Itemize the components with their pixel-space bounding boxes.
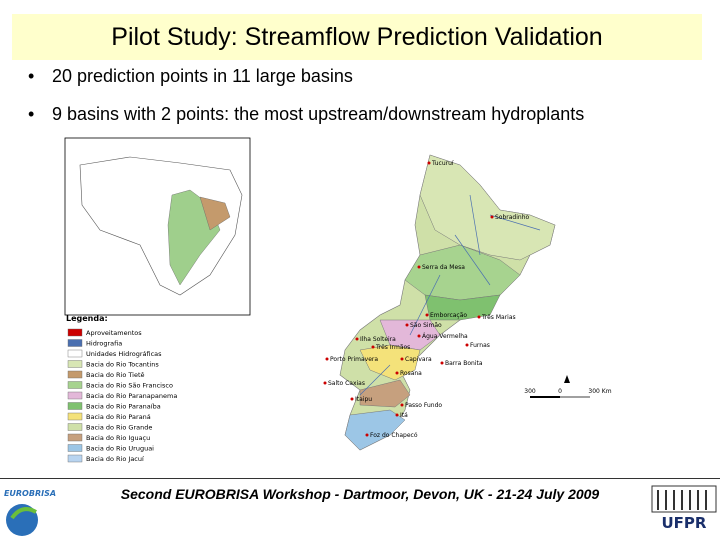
place-label: Emborcação bbox=[430, 312, 467, 319]
legend-swatch bbox=[67, 339, 83, 347]
legend-label: Bacia do Rio São Francisco bbox=[86, 382, 173, 390]
legend-label: Bacia do Rio Iguaçu bbox=[86, 434, 150, 442]
place-label: Serra da Mesa bbox=[422, 264, 465, 271]
place-marker bbox=[365, 433, 369, 437]
place-label: Três Irmãos bbox=[375, 344, 410, 351]
bullet: • 9 basins with 2 points: the most upstre… bbox=[28, 104, 585, 124]
legend-label: Bacia do Rio Jacuí bbox=[86, 455, 144, 463]
basin bbox=[344, 409, 406, 451]
footer-rule bbox=[0, 478, 720, 479]
place-label: Tucuruí bbox=[431, 160, 454, 167]
legend-swatch bbox=[67, 412, 83, 421]
legend-label: Bacia do Rio Uruguai bbox=[86, 445, 154, 453]
logo-text: UFPR bbox=[662, 514, 707, 532]
place-label: Barra Bonita bbox=[445, 360, 483, 367]
place-label: Rosana bbox=[400, 370, 422, 377]
place-marker bbox=[371, 345, 375, 349]
legend-swatch bbox=[67, 349, 83, 358]
legend-swatch bbox=[67, 402, 83, 410]
place-label: Ilha Solteira bbox=[360, 336, 396, 343]
place-label: Itaipu bbox=[355, 396, 372, 403]
legend-swatch bbox=[67, 381, 83, 389]
place-marker bbox=[417, 265, 421, 269]
legend-swatch bbox=[67, 360, 83, 368]
logo-columns bbox=[657, 490, 707, 510]
legend-swatch bbox=[67, 444, 83, 452]
legend-label: Bacia do Rio Tocantins bbox=[86, 361, 159, 369]
place-marker bbox=[465, 343, 469, 347]
place-labels: Tucuruí Sobradinho Serra da Mesa Emborcação… bbox=[323, 160, 530, 439]
legend-label: Hidrografia bbox=[86, 340, 122, 348]
legend-label: Bacia do Rio Paranaíba bbox=[86, 403, 161, 411]
place-marker bbox=[395, 413, 399, 417]
legend-label: Bacia do Rio Paranapanema bbox=[86, 392, 177, 400]
basin bbox=[419, 154, 556, 261]
place-marker bbox=[427, 161, 431, 165]
place-marker bbox=[355, 337, 359, 341]
legend-label: Aproveitamentos bbox=[86, 329, 142, 337]
river bbox=[359, 194, 541, 396]
place-label: Passo Fundo bbox=[405, 402, 442, 409]
legend-swatch bbox=[67, 391, 83, 400]
place-marker bbox=[440, 361, 444, 365]
place-label: Salto Caxias bbox=[328, 380, 365, 387]
place-marker bbox=[400, 357, 404, 361]
place-label: Três Marias bbox=[481, 314, 516, 321]
legend: Legenda: Aproveitamentos Hidrografia Unida… bbox=[66, 314, 177, 463]
scale-label: 300 Km bbox=[588, 388, 611, 395]
legend-label: Bacia do Rio Tietê bbox=[86, 371, 145, 379]
north-arrow bbox=[564, 375, 570, 383]
logo-right: UFPR bbox=[651, 485, 717, 532]
place-label: Foz do Chapecó bbox=[370, 432, 418, 439]
brazil-outline bbox=[79, 156, 243, 296]
legend-label: Bacia do Rio Paraná bbox=[86, 413, 151, 421]
place-marker bbox=[425, 313, 429, 317]
scale-label: 0 bbox=[558, 388, 562, 395]
place-label: Capivara bbox=[405, 356, 432, 363]
place-marker bbox=[350, 397, 354, 401]
place-label: Porto Primavera bbox=[330, 356, 378, 363]
place-marker bbox=[417, 334, 421, 338]
legend-swatch bbox=[67, 328, 83, 337]
logo-text: EUROBRISA bbox=[4, 489, 56, 498]
basin bbox=[359, 344, 421, 381]
place-label: Furnas bbox=[470, 342, 490, 349]
place-label: Itá bbox=[400, 412, 408, 419]
legend-label: Unidades Hidrográficas bbox=[86, 350, 162, 358]
basin bbox=[359, 379, 411, 408]
place-marker bbox=[400, 403, 404, 407]
place-marker bbox=[323, 381, 327, 385]
place-marker bbox=[395, 371, 399, 375]
place-marker bbox=[490, 215, 494, 219]
scale-label: 300 bbox=[524, 388, 536, 395]
place-marker bbox=[477, 315, 481, 319]
bullet-text: 20 prediction points in 11 large basins bbox=[52, 66, 353, 86]
place-label: Sobradinho bbox=[495, 214, 530, 221]
map: Legenda: Aproveitamentos Hidrografia Unida… bbox=[60, 135, 645, 471]
legend-title: Legenda: bbox=[66, 314, 108, 323]
footer-text: Second EUROBRISA Workshop - Dartmoor, De… bbox=[120, 486, 600, 502]
place-marker bbox=[405, 323, 409, 327]
bullet: • 20 prediction points in 11 large basins bbox=[28, 66, 353, 86]
place-label: São Simão bbox=[410, 322, 442, 329]
inset-basins bbox=[199, 196, 231, 231]
logo-left: EUROBRISA bbox=[4, 489, 56, 536]
legend-label: Bacia do Rio Grande bbox=[86, 424, 152, 432]
legend-swatch bbox=[67, 454, 83, 463]
place-label: Água Vermelha bbox=[422, 333, 468, 340]
bullet-text: 9 basins with 2 points: the most upstrea… bbox=[52, 104, 585, 124]
logo-globe bbox=[6, 504, 38, 536]
legend-swatch bbox=[67, 370, 83, 379]
legend-swatch bbox=[67, 433, 83, 442]
logo-swoosh bbox=[10, 507, 37, 520]
slide-title: Pilot Study: Streamflow Prediction Valid… bbox=[12, 14, 702, 60]
place-marker bbox=[325, 357, 329, 361]
legend-swatch bbox=[67, 423, 83, 431]
